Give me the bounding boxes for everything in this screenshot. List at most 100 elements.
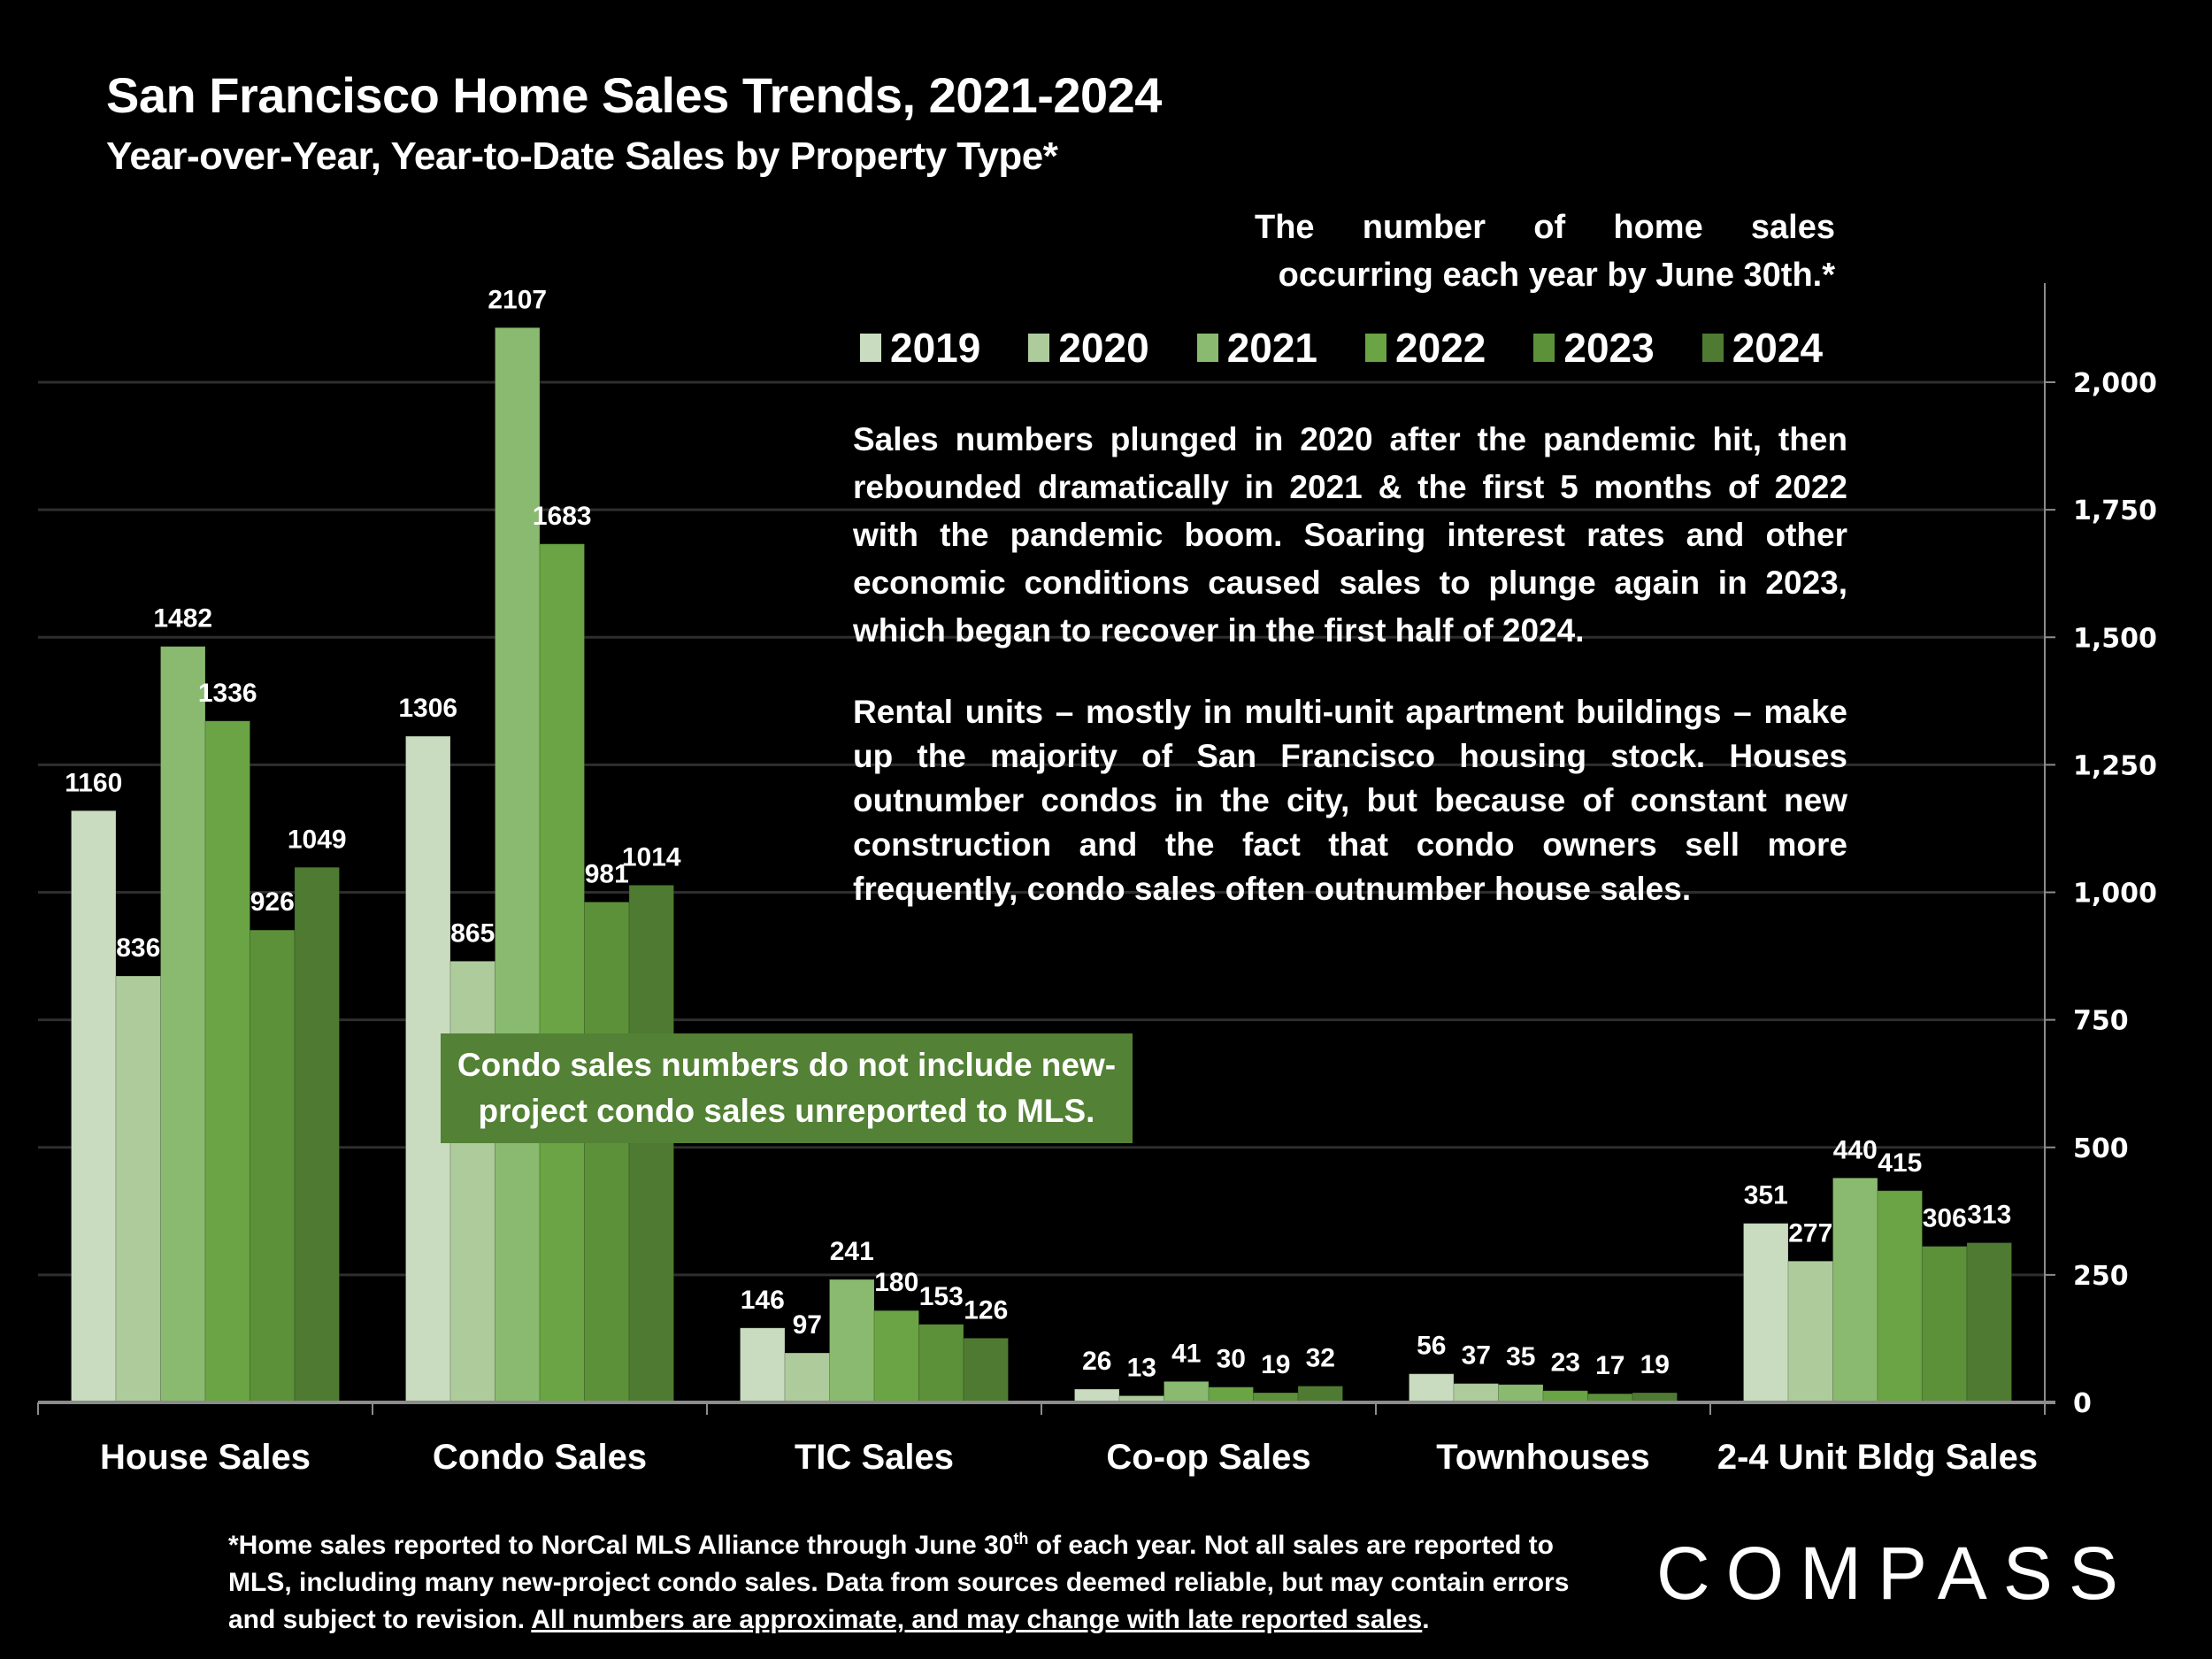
legend-swatch — [1365, 334, 1387, 362]
value-label: 277 — [1788, 1218, 1832, 1248]
bar-2021 — [1164, 1380, 1210, 1403]
value-label: 926 — [250, 887, 295, 917]
bar-2019 — [740, 1327, 786, 1403]
footnote-end: . — [1422, 1605, 1430, 1634]
bar-2023 — [918, 1324, 964, 1403]
value-label: 146 — [741, 1286, 785, 1315]
value-labels: 1160 1306 146 26 56 351 836 865 97 13 37 277 1482 210… — [65, 285, 2011, 1382]
legend-item-2024: 2024 — [1701, 324, 1824, 372]
value-label: 440 — [1833, 1135, 1878, 1164]
bar-2024 — [1966, 1242, 2012, 1403]
legend-item-2021: 2021 — [1196, 324, 1318, 372]
bar-2019 — [1074, 1388, 1120, 1403]
value-label: 13 — [1127, 1354, 1156, 1383]
value-label: 836 — [116, 933, 160, 963]
footnote-part2: of each year. Not all sales are reported… — [228, 1531, 1570, 1634]
bar-2019 — [1743, 1223, 1789, 1403]
bar-2022 — [539, 543, 585, 1403]
category-label: Townhouses — [1436, 1438, 1649, 1477]
y-tick-label: 2,000 — [2073, 368, 2157, 399]
y-tick-label: 250 — [2073, 1261, 2129, 1292]
bar-2022 — [1877, 1190, 1923, 1403]
bar-2024 — [294, 866, 340, 1403]
footnote-part1: *Home sales reported to NorCal MLS Allia… — [228, 1531, 1014, 1560]
value-label: 981 — [585, 859, 629, 888]
bar-2024 — [1297, 1386, 1343, 1403]
value-label: 23 — [1551, 1348, 1580, 1378]
page-title: San Francisco Home Sales Trends, 2021-20… — [106, 67, 1162, 123]
bar-2022 — [873, 1310, 919, 1403]
legend-swatch — [860, 334, 881, 362]
legend-label: 2021 — [1226, 325, 1318, 371]
bar-2022 — [1208, 1386, 1254, 1403]
legend-swatch — [1196, 334, 1218, 362]
legend-swatch — [1701, 334, 1724, 362]
category-label: 2-4 Unit Bldg Sales — [1717, 1438, 2038, 1477]
bar-2020 — [784, 1352, 830, 1403]
value-label: 1482 — [153, 604, 212, 634]
bar-2020 — [1453, 1383, 1499, 1403]
value-label: 1049 — [288, 825, 347, 854]
value-label: 37 — [1462, 1341, 1491, 1371]
value-label: 26 — [1082, 1347, 1111, 1376]
bar-2023 — [1922, 1246, 1968, 1403]
condo-callout: Condo sales numbers do not include new-p… — [441, 1033, 1133, 1143]
value-label: 2107 — [488, 285, 547, 314]
value-label: 1336 — [198, 679, 257, 708]
bar-2023 — [250, 929, 296, 1403]
commentary: Sales numbers plunged in 2020 after the … — [853, 416, 1847, 947]
compass-logo: COMPASS — [1656, 1531, 2134, 1617]
legend-item-2019: 2019 — [860, 324, 980, 372]
value-label: 865 — [450, 918, 495, 948]
legend-label: 2024 — [1732, 325, 1824, 371]
bar-2020 — [1787, 1260, 1833, 1403]
bar-2023 — [584, 901, 630, 1403]
value-label: 1014 — [622, 842, 681, 872]
value-label: 41 — [1171, 1339, 1201, 1368]
bar-2021 — [160, 646, 206, 1403]
legend-label: 2020 — [1058, 325, 1149, 371]
bar-2020 — [449, 960, 495, 1403]
gridlines — [38, 380, 2045, 1277]
value-label: 153 — [919, 1282, 964, 1311]
value-label: 32 — [1306, 1344, 1335, 1373]
chart-note: The number of home sales occurring each … — [1255, 209, 1835, 294]
value-label: 313 — [1967, 1201, 2011, 1230]
value-label: 241 — [830, 1237, 874, 1266]
bar-2024 — [628, 884, 674, 1403]
value-label: 1160 — [65, 768, 122, 797]
bar-2021 — [1498, 1384, 1544, 1403]
value-label: 30 — [1217, 1345, 1246, 1374]
value-label: 1683 — [533, 502, 592, 531]
y-tick-label: 1,000 — [2073, 879, 2157, 910]
y-tick-label: 500 — [2073, 1133, 2129, 1164]
footnote-underlined: All numbers are approximate, and may cha… — [531, 1605, 1423, 1634]
legend-swatch — [1533, 334, 1555, 362]
category-label: Condo Sales — [433, 1438, 647, 1477]
value-label: 1306 — [398, 694, 457, 723]
value-label: 180 — [874, 1268, 918, 1297]
logo-text: COMPASS — [1656, 1532, 2134, 1615]
y-tick-label: 1,750 — [2073, 495, 2157, 526]
bar-2019 — [1409, 1373, 1455, 1403]
legend-label: 2022 — [1395, 325, 1486, 371]
bar-2020 — [115, 975, 161, 1403]
bar-2022 — [204, 720, 250, 1403]
category-label: House Sales — [100, 1438, 311, 1477]
bar-2024 — [963, 1337, 1009, 1403]
value-label: 35 — [1506, 1342, 1535, 1371]
legend-item-2020: 2020 — [1028, 324, 1149, 372]
value-label: 19 — [1640, 1350, 1670, 1379]
category-label: TIC Sales — [795, 1438, 954, 1477]
legend-item-2022: 2022 — [1365, 324, 1486, 372]
legend-swatch — [1028, 334, 1050, 362]
commentary-paragraph-2: Rental units – mostly in multi-unit apar… — [853, 694, 1847, 907]
value-label: 415 — [1878, 1148, 1922, 1178]
bar-2021 — [495, 326, 541, 1403]
value-label: 351 — [1744, 1181, 1788, 1210]
legend-label: 2023 — [1563, 325, 1655, 371]
value-label: 306 — [1923, 1204, 1967, 1233]
bar-2021 — [829, 1279, 875, 1403]
y-tick-label: 1,500 — [2073, 623, 2157, 654]
